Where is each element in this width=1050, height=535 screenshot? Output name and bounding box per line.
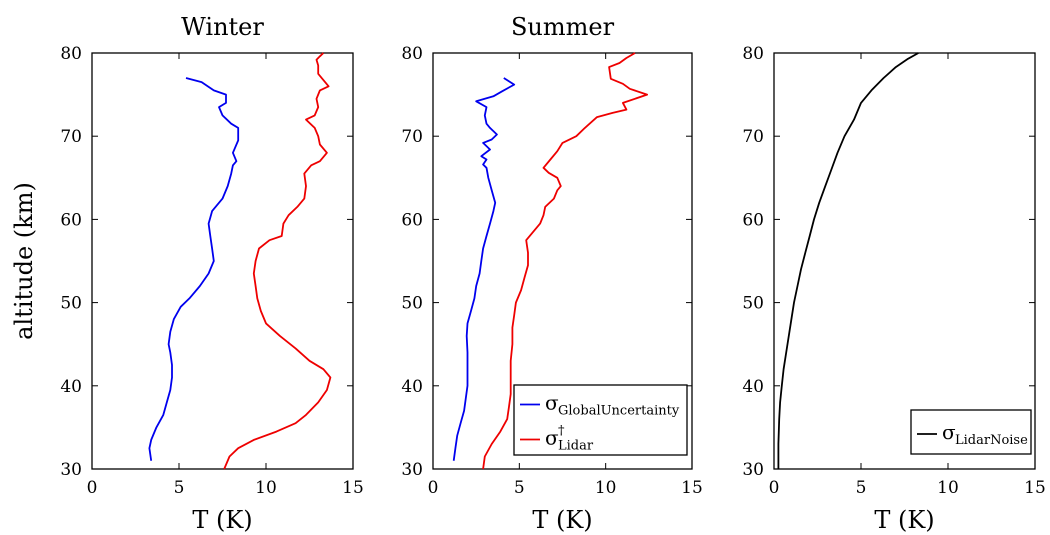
x-tick-label: 10 <box>595 478 617 498</box>
x-tick-label: 0 <box>428 478 439 498</box>
y-tick-label: 40 <box>60 377 82 397</box>
y-tick-label: 40 <box>742 377 764 397</box>
legend-symbol: σ <box>942 420 956 444</box>
panel-1: 0 5 10 15 30 40 50 60 70 80 Winter T (K) altitude (k… <box>10 13 364 534</box>
y-tick-label: 30 <box>742 460 764 480</box>
y-tick-label: 60 <box>401 210 423 230</box>
y-tick-label: 30 <box>401 460 423 480</box>
panel-title: Winter <box>181 13 264 41</box>
x-tick-label: 5 <box>514 478 525 498</box>
x-tick-label: 15 <box>1024 478 1046 498</box>
plot-frame <box>773 52 1036 470</box>
y-tick-label: 70 <box>401 127 423 147</box>
legend: σ LidarNoise <box>910 409 1032 455</box>
legend-superscript: † <box>558 424 565 439</box>
legend-symbol: σ <box>545 391 559 415</box>
series-line-1 <box>148 77 240 461</box>
legend-subscript: LidarNoise <box>955 433 1028 448</box>
y-tick-label: 40 <box>401 377 423 397</box>
x-tick-label: 5 <box>856 478 867 498</box>
y-tick-label: 60 <box>742 210 764 230</box>
y-tick-label: 70 <box>60 127 82 147</box>
x-tick-label: 0 <box>87 478 98 498</box>
y-tick-label: 50 <box>742 294 764 314</box>
y-tick-label: 80 <box>401 44 423 64</box>
x-tick-label: 15 <box>681 478 703 498</box>
x-axis-label: T (K) <box>192 506 252 534</box>
x-tick-label: 10 <box>255 478 277 498</box>
y-tick-label: 50 <box>401 294 423 314</box>
x-axis-label: T (K) <box>874 506 934 534</box>
x-tick-label: 10 <box>937 478 959 498</box>
series-line-1 <box>777 52 919 469</box>
y-axis-label: altitude (km) <box>10 182 38 340</box>
legend-box <box>910 409 1032 455</box>
x-tick-label: 15 <box>342 478 364 498</box>
panel-title: Summer <box>511 13 615 41</box>
x-axis-label: T (K) <box>532 506 592 534</box>
y-tick-label: 80 <box>60 44 82 64</box>
y-tick-label: 80 <box>742 44 764 64</box>
series-line-1 <box>452 77 516 461</box>
plot-frame <box>91 52 354 470</box>
series-line-2 <box>223 52 332 470</box>
y-tick-label: 30 <box>60 460 82 480</box>
series-line-2 <box>482 52 648 470</box>
y-tick-label: 60 <box>60 210 82 230</box>
legend-subscript: GlobalUncertainty <box>558 404 680 419</box>
legend-box <box>513 384 688 456</box>
x-tick-label: 5 <box>174 478 185 498</box>
y-tick-label: 70 <box>742 127 764 147</box>
x-tick-label: 0 <box>769 478 780 498</box>
legend-symbol: σ <box>545 426 559 450</box>
panel-3: 0 5 10 15 30 40 50 60 70 80 T (K) σ LidarNoise <box>742 44 1045 534</box>
legend-subscript: Lidar <box>558 439 594 454</box>
plot-frame <box>432 52 693 470</box>
y-tick-label: 50 <box>60 294 82 314</box>
